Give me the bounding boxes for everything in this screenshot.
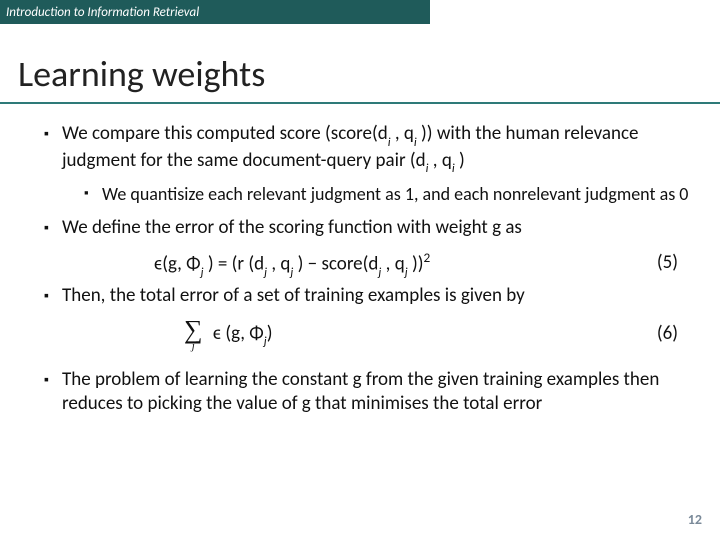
bullet-marker: ▪ bbox=[44, 216, 62, 240]
t: We compare this computed score (score( bbox=[62, 122, 378, 145]
t: j bbox=[378, 265, 381, 280]
t: q bbox=[442, 149, 452, 172]
t: , bbox=[391, 122, 404, 145]
equation-5: ϵ(g, Φj ) = (r (dj , qj ) − score(dj , q… bbox=[84, 249, 690, 279]
header-text: Introduction to Information Retrieval bbox=[6, 5, 199, 20]
eq6-num: (6) bbox=[630, 322, 690, 346]
bullet-1a: ▪ We quantisize each relevant judgment a… bbox=[84, 183, 690, 206]
bullet-marker: ▪ bbox=[44, 122, 62, 175]
bullet-1-text: We compare this computed score (score(di… bbox=[62, 122, 690, 175]
sigma-icon: ∑ j bbox=[184, 317, 209, 352]
t: j bbox=[290, 265, 293, 280]
t: ) bbox=[455, 149, 465, 172]
eq6-body: ∑ j ϵ (g, Φj) bbox=[84, 317, 630, 352]
t: j bbox=[264, 334, 267, 349]
sigma-sub: j bbox=[192, 341, 195, 352]
t: i bbox=[388, 135, 391, 150]
bullet-3-text: Then, the total error of a set of traini… bbox=[62, 284, 690, 308]
eq5-body: ϵ(g, Φj ) = (r (dj , qj ) − score(dj , q… bbox=[84, 249, 630, 279]
title-underline bbox=[0, 102, 720, 104]
bullet-1: ▪ We compare this computed score (score(… bbox=[44, 122, 690, 175]
t: i bbox=[414, 135, 417, 150]
t: )) bbox=[408, 252, 424, 275]
bullet-marker: ▪ bbox=[84, 183, 102, 206]
t: ) bbox=[267, 322, 273, 345]
t: j bbox=[405, 265, 408, 280]
t: , bbox=[428, 149, 441, 172]
bullet-4-text: The problem of learning the constant g f… bbox=[62, 368, 690, 417]
t: ϵ (g, Φ bbox=[213, 322, 264, 345]
header-bar: Introduction to Information Retrieval bbox=[0, 0, 430, 24]
bullet-1a-text: We quantisize each relevant judgment as … bbox=[102, 183, 690, 206]
content: ▪ We compare this computed score (score(… bbox=[44, 122, 690, 424]
bullet-3: ▪ Then, the total error of a set of trai… bbox=[44, 284, 690, 308]
t: , q bbox=[267, 252, 290, 275]
bullet-4: ▪ The problem of learning the constant g… bbox=[44, 368, 690, 417]
slide: Introduction to Information Retrieval Le… bbox=[0, 0, 720, 540]
t: j bbox=[264, 265, 267, 280]
t: 2 bbox=[423, 249, 430, 266]
t: j bbox=[201, 265, 204, 280]
eq5-num: (5) bbox=[630, 251, 690, 275]
page-number: 12 bbox=[688, 511, 702, 528]
t: d bbox=[378, 122, 388, 145]
bullet-2-text: We define the error of the scoring funct… bbox=[62, 216, 690, 240]
t: ) = (r (d bbox=[204, 252, 265, 275]
t: i bbox=[452, 161, 455, 176]
t: d bbox=[416, 149, 426, 172]
bullet-2: ▪ We define the error of the scoring fun… bbox=[44, 216, 690, 240]
t: ) − score(d bbox=[293, 252, 378, 275]
t: ϵ(g, Φ bbox=[154, 252, 201, 275]
t: q bbox=[404, 122, 414, 145]
t: , q bbox=[381, 252, 404, 275]
slide-title: Learning weights bbox=[18, 52, 265, 96]
bullet-marker: ▪ bbox=[44, 368, 62, 417]
equation-6: ∑ j ϵ (g, Φj) (6) bbox=[84, 317, 690, 352]
sigma-symbol: ∑ bbox=[184, 317, 203, 343]
bullet-marker: ▪ bbox=[44, 284, 62, 308]
